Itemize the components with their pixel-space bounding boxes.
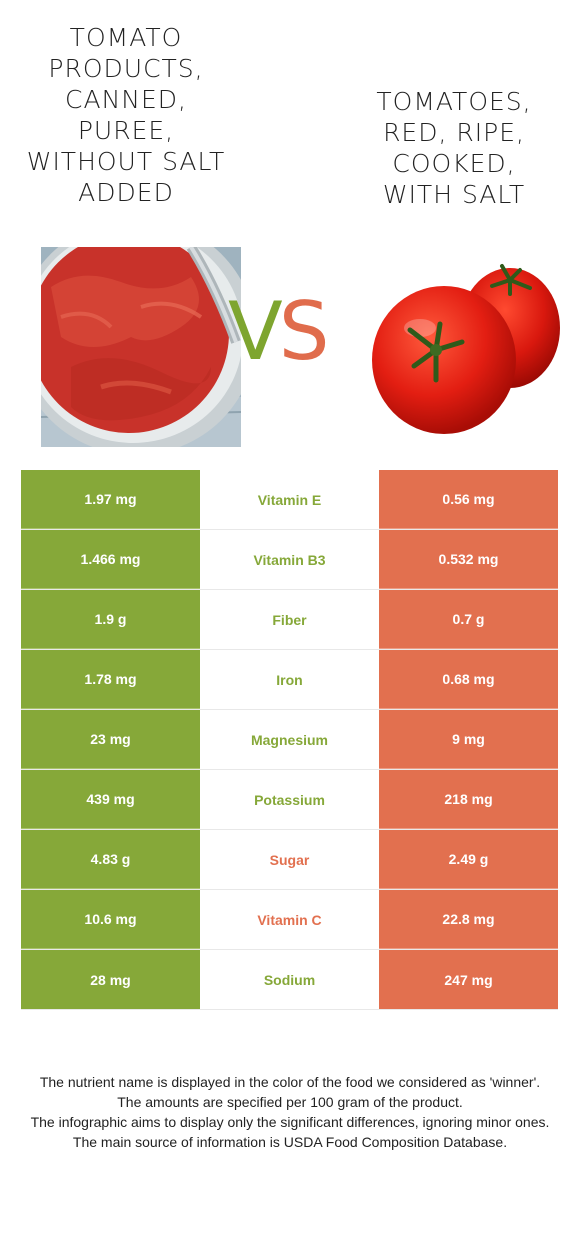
table-row: 28 mg Sodium 247 mg xyxy=(21,950,558,1010)
right-value: 0.7 g xyxy=(379,590,558,649)
left-value: 439 mg xyxy=(21,770,200,829)
right-value: 9 mg xyxy=(379,710,558,769)
tomato-puree-image xyxy=(41,247,241,447)
left-value: 4.83 g xyxy=(21,830,200,889)
left-value: 23 mg xyxy=(21,710,200,769)
footer-note: The nutrient name is displayed in the co… xyxy=(39,1074,541,1090)
nutrient-name: Vitamin B3 xyxy=(200,530,379,589)
nutrient-name: Sodium xyxy=(200,950,379,1009)
vs-v: V xyxy=(228,285,283,378)
nutrient-name: Fiber xyxy=(200,590,379,649)
table-row: 1.78 mg Iron 0.68 mg xyxy=(21,650,558,710)
nutrient-name: Vitamin C xyxy=(200,890,379,949)
left-value: 10.6 mg xyxy=(21,890,200,949)
nutrient-name: Sugar xyxy=(200,830,379,889)
nutrient-name: Potassium xyxy=(200,770,379,829)
right-value: 2.49 g xyxy=(379,830,558,889)
table-row: 1.466 mg Vitamin B3 0.532 mg xyxy=(21,530,558,590)
table-row: 4.83 g Sugar 2.49 g xyxy=(21,830,558,890)
footer-note: The amounts are specified per 100 gram o… xyxy=(117,1094,463,1110)
table-row: 23 mg Magnesium 9 mg xyxy=(21,710,558,770)
table-row: 439 mg Potassium 218 mg xyxy=(21,770,558,830)
footer-note: The main source of information is USDA F… xyxy=(72,1134,508,1150)
table-row: 10.6 mg Vitamin C 22.8 mg xyxy=(21,890,558,950)
vs-s: S xyxy=(278,285,330,378)
right-value: 0.532 mg xyxy=(379,530,558,589)
left-food-title: TOMATO PRODUCTS, CANNED, PUREE, WITHOUT … xyxy=(26,23,226,207)
left-value: 1.78 mg xyxy=(21,650,200,709)
vs-label: VS xyxy=(228,292,329,372)
table-row: 1.97 mg Vitamin E 0.56 mg xyxy=(21,470,558,530)
left-value: 28 mg xyxy=(21,950,200,1009)
left-value: 1.9 g xyxy=(21,590,200,649)
right-value: 0.56 mg xyxy=(379,470,558,529)
nutrient-name: Magnesium xyxy=(200,710,379,769)
nutrient-name: Iron xyxy=(200,650,379,709)
table-row: 1.9 g Fiber 0.7 g xyxy=(21,590,558,650)
right-value: 218 mg xyxy=(379,770,558,829)
left-value: 1.97 mg xyxy=(21,470,200,529)
footer-note: The infographic aims to display only the… xyxy=(30,1114,550,1130)
nutrient-name: Vitamin E xyxy=(200,470,379,529)
right-value: 247 mg xyxy=(379,950,558,1009)
right-value: 22.8 mg xyxy=(379,890,558,949)
left-value: 1.466 mg xyxy=(21,530,200,589)
tomatoes-image xyxy=(370,258,562,438)
footer-notes: The nutrient name is displayed in the co… xyxy=(30,1072,550,1152)
right-value: 0.68 mg xyxy=(379,650,558,709)
right-food-title: TOMATOES, RED, RIPE, COOKED, WITH SALT xyxy=(376,87,532,209)
comparison-table: 1.97 mg Vitamin E 0.56 mg 1.466 mg Vitamin B… xyxy=(21,470,558,1010)
